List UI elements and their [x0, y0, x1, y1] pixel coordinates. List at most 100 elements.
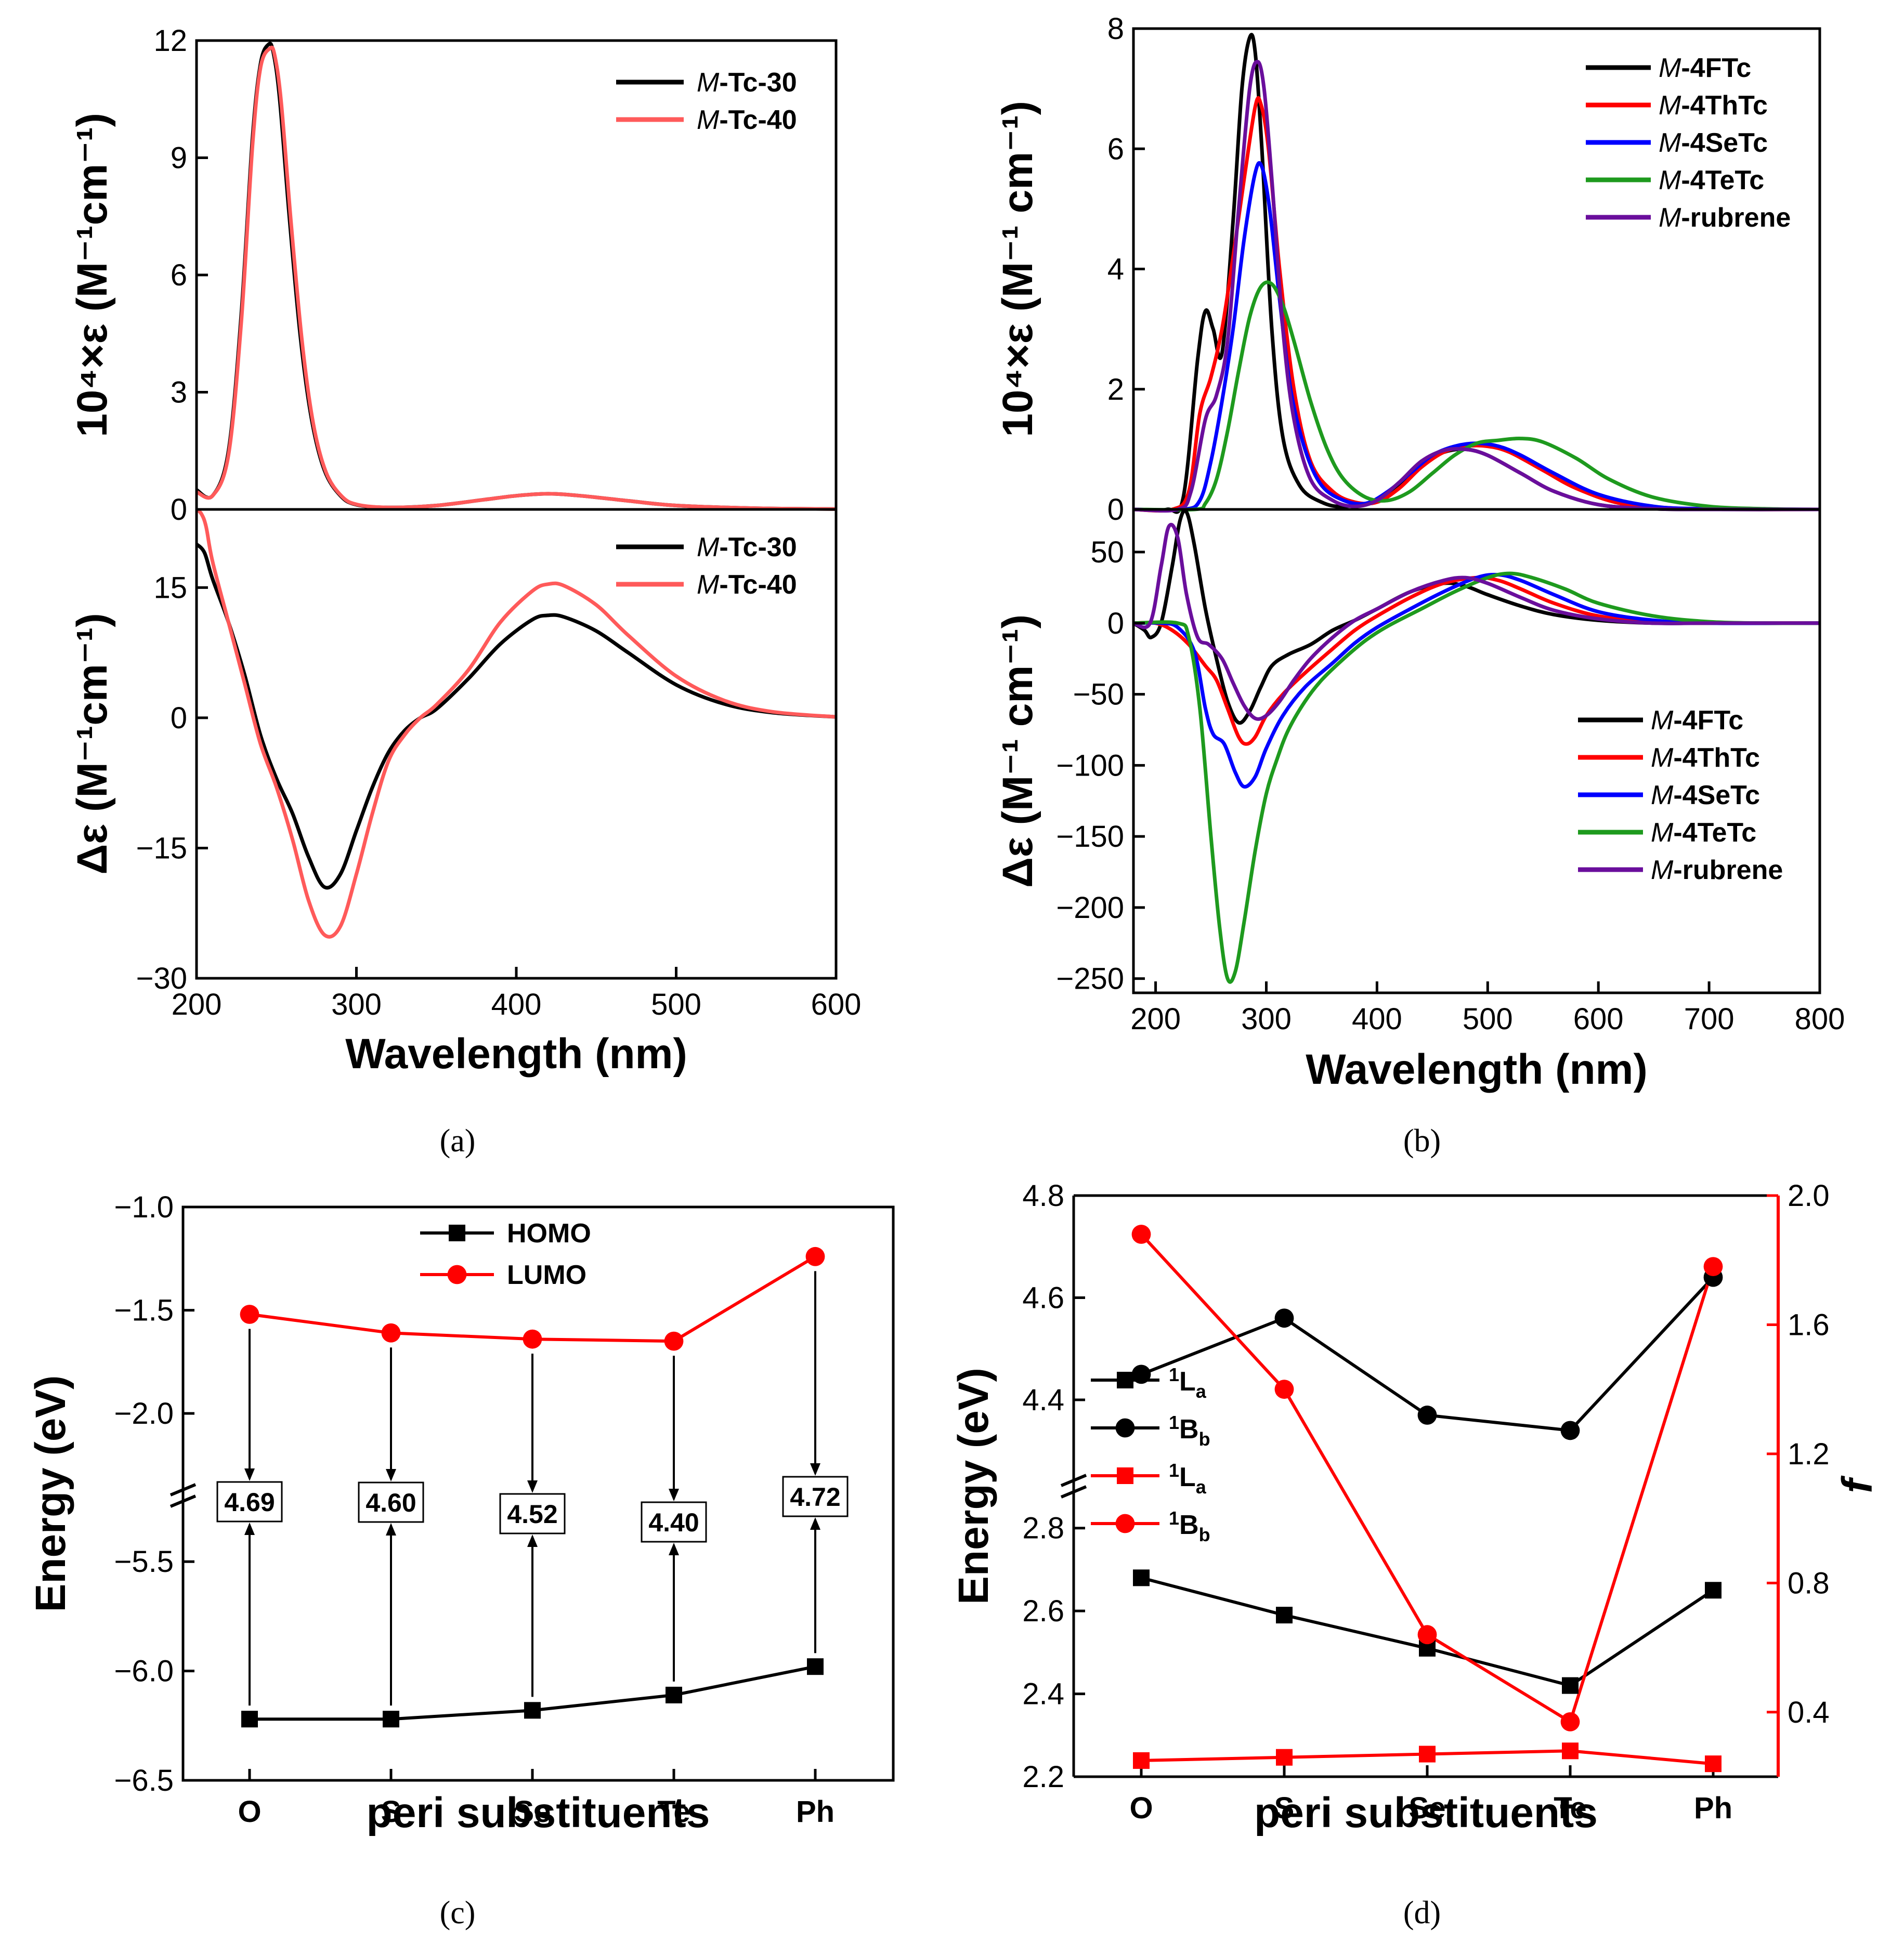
x-tick-label: 300: [1241, 1002, 1292, 1036]
lumo-point: [664, 1331, 684, 1351]
panel-a-curves: [197, 42, 836, 939]
legend-label: 1La: [1169, 1460, 1207, 1498]
gap-label: 4.52: [507, 1500, 557, 1529]
y-tick-label: 6: [1107, 132, 1124, 166]
axis-break: [1060, 1474, 1087, 1499]
x-tick-label: Te: [657, 1795, 690, 1829]
x-axis-title: peri substituents: [1254, 1789, 1598, 1836]
y-tick-label: −30: [136, 962, 187, 995]
y-tick-label: −2.0: [114, 1397, 174, 1431]
gap-arrowhead: [810, 1517, 820, 1530]
series-point: [1419, 1746, 1436, 1763]
y-tick-label: 12: [153, 24, 187, 58]
series-point: [1417, 1406, 1437, 1425]
legend-label: M-Tc-30: [697, 532, 797, 562]
y-tick-label: 3: [171, 376, 187, 410]
gap-label: 4.72: [790, 1482, 840, 1512]
cd-line: [197, 543, 836, 890]
x-tick-label: Ph: [1694, 1791, 1732, 1825]
y-tick-label: 2: [1107, 373, 1124, 406]
series-point: [1133, 1752, 1150, 1769]
legend-label: M-4ThTc: [1651, 743, 1760, 773]
y-tick-label: −1.5: [114, 1294, 174, 1328]
y-axis-title: 10⁴×ε (M⁻¹cm⁻¹): [69, 113, 116, 437]
x-tick-label: Se: [514, 1795, 551, 1829]
y-tick-label: −100: [1056, 749, 1124, 782]
gap-arrowhead: [244, 1523, 255, 1535]
lumo-point: [523, 1329, 542, 1349]
lumo-point: [240, 1305, 259, 1324]
y-tick-label: −15: [136, 831, 187, 865]
series-point: [1560, 1421, 1580, 1440]
legend-label: M-4SeTc: [1659, 128, 1768, 158]
y-tick-label: −6.5: [114, 1764, 174, 1797]
series-point: [1703, 1257, 1723, 1277]
y-tick-label: 6: [171, 258, 187, 292]
gap-arrowhead: [244, 1468, 255, 1481]
legend-marker: [1115, 1418, 1135, 1438]
legend-label: M-4FTc: [1659, 53, 1751, 83]
y-tick-label: 2.4: [1022, 1677, 1064, 1711]
y-axis-title: Δε (M⁻¹cm⁻¹): [69, 613, 116, 874]
y-tick-label: 4.6: [1022, 1281, 1064, 1315]
cd-line: [1133, 575, 1820, 746]
x-tick-label: 600: [811, 988, 862, 1021]
caption-a: (a): [440, 1123, 476, 1159]
series-point: [1274, 1380, 1294, 1399]
x-tick-label: 700: [1684, 1002, 1735, 1036]
y-tick-label: −250: [1056, 962, 1124, 996]
absorbance-line: [197, 45, 836, 511]
y-tick-label: −5.5: [114, 1545, 174, 1579]
x-axis-title: Wavelength (nm): [345, 1030, 687, 1078]
homo-point: [241, 1711, 258, 1728]
gap-arrowhead: [669, 1489, 679, 1501]
cd-line: [1133, 571, 1820, 984]
x-tick-label: O: [238, 1795, 261, 1829]
legend-label: M-rubrene: [1659, 203, 1791, 233]
x-tick-label: Ph: [796, 1795, 834, 1829]
y-tick-label: 4.8: [1022, 1179, 1064, 1213]
legend-marker: [1117, 1372, 1133, 1388]
series-point: [1560, 1712, 1580, 1731]
gap-arrowhead: [386, 1469, 396, 1481]
series-point: [1705, 1582, 1722, 1599]
lumo-point: [805, 1247, 825, 1266]
x-axis-title: Wavelength (nm): [1306, 1046, 1648, 1093]
right-tick-label: 1.6: [1788, 1308, 1830, 1342]
y-tick-label: 2.8: [1022, 1512, 1064, 1545]
homo-point: [383, 1711, 399, 1728]
y-tick-label: 0: [1107, 493, 1124, 527]
panel-c-frame: [181, 1205, 895, 1782]
legend-label: M-4SeTc: [1651, 780, 1760, 810]
y-tick-label: −1.0: [114, 1190, 174, 1224]
y-tick-label: 50: [1090, 535, 1124, 569]
gap-arrowhead: [527, 1534, 538, 1547]
axis-break: [169, 1483, 197, 1508]
x-tick-label: 200: [1130, 1002, 1181, 1036]
gap-box: [216, 1481, 283, 1523]
y-axis-title: Energy (eV): [950, 1368, 997, 1605]
homo-point: [807, 1658, 824, 1675]
gap-arrowhead: [810, 1463, 820, 1476]
right-tick-label: 0.8: [1788, 1566, 1830, 1600]
legend-label: M-4TeTc: [1659, 165, 1764, 195]
legend-marker: [449, 1225, 465, 1241]
y-tick-label: 0: [171, 701, 187, 735]
series-point: [1562, 1742, 1579, 1760]
series-point: [1705, 1755, 1722, 1773]
right-tick-label: 0.4: [1788, 1696, 1830, 1729]
x-tick-label: 400: [1352, 1002, 1402, 1036]
cd-line: [1133, 508, 1820, 725]
x-tick-label: S: [1274, 1791, 1295, 1825]
gap-box: [782, 1476, 849, 1517]
absorbance-line: [1133, 280, 1820, 512]
right-tick-label: 2.0: [1788, 1179, 1830, 1213]
caption-b: (b): [1403, 1123, 1441, 1159]
x-tick-label: 200: [172, 988, 222, 1021]
legend-label: HOMO: [507, 1218, 591, 1249]
y-tick-label: −50: [1073, 678, 1124, 712]
series-point: [1274, 1308, 1294, 1328]
right-axis-title: f: [1834, 1475, 1881, 1493]
x-tick-label: S: [381, 1795, 401, 1829]
